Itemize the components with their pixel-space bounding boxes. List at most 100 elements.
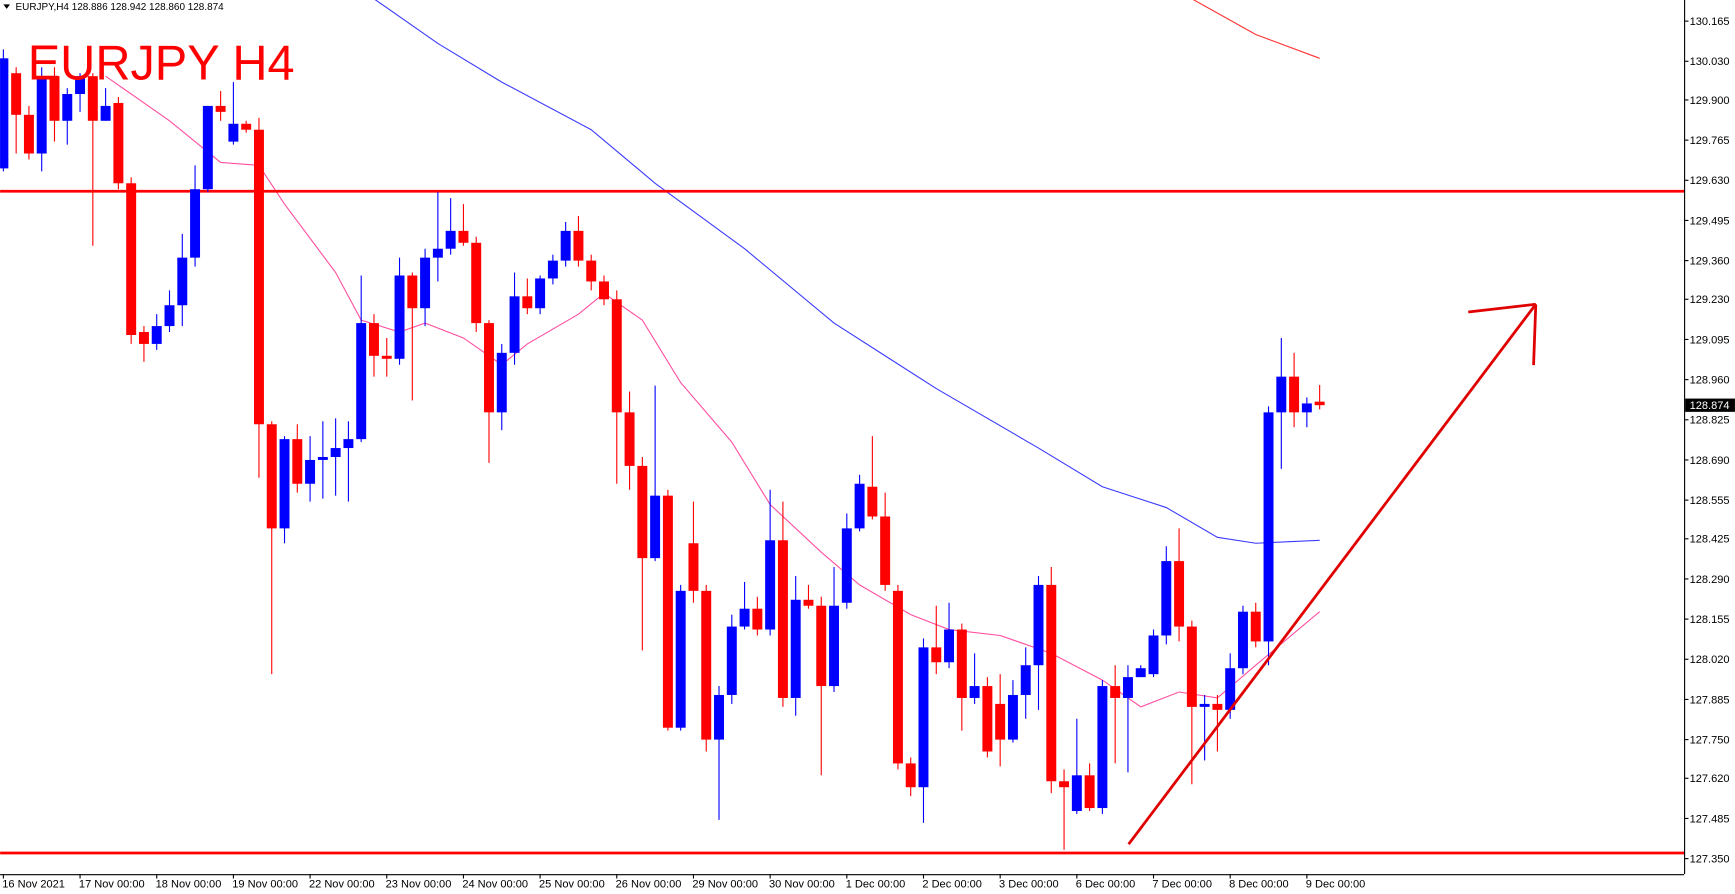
y-tick-label: 128.425 xyxy=(1690,534,1730,546)
trend-arrow-head xyxy=(1532,304,1538,366)
x-tick-label: 30 Nov 00:00 xyxy=(769,878,835,890)
candle-body xyxy=(739,608,750,627)
candle-body xyxy=(931,647,942,663)
candle-body xyxy=(164,305,175,327)
candle-body xyxy=(1110,686,1121,698)
candle-body xyxy=(892,590,903,764)
x-tick-label: 19 Nov 00:00 xyxy=(232,878,298,890)
candle-body xyxy=(880,516,891,585)
candle-body xyxy=(726,626,737,695)
candle-body xyxy=(62,94,73,121)
x-tick-label: 22 Nov 00:00 xyxy=(309,878,375,890)
y-tick-label: 128.290 xyxy=(1690,574,1730,586)
x-tick-label: 2 Dec 00:00 xyxy=(922,878,982,890)
candle-body xyxy=(560,230,571,261)
candle-body xyxy=(624,412,635,466)
y-tick-label: 128.155 xyxy=(1690,614,1730,626)
y-tick-label: 129.495 xyxy=(1690,215,1730,227)
candle-body xyxy=(765,540,776,630)
candle-body xyxy=(11,73,22,115)
candle-body xyxy=(420,257,431,309)
candle-body xyxy=(1046,584,1057,782)
candle-body xyxy=(381,355,392,359)
x-tick-label: 8 Dec 00:00 xyxy=(1229,878,1289,890)
candle-body xyxy=(445,230,456,249)
x-tick-label: 9 Dec 00:00 xyxy=(1306,878,1366,890)
y-tick-label: 127.885 xyxy=(1690,694,1730,706)
candle-body xyxy=(394,275,405,359)
candle-body xyxy=(305,459,316,484)
candle-body xyxy=(87,76,98,121)
current-price-label: 128.874 xyxy=(1690,400,1730,412)
candle-body xyxy=(714,694,724,740)
y-tick-label: 130.030 xyxy=(1690,56,1730,68)
candle-body xyxy=(368,323,379,356)
y-tick-label: 128.020 xyxy=(1690,654,1730,666)
x-tick-label: 25 Nov 00:00 xyxy=(539,878,605,890)
moving-average xyxy=(374,0,1320,544)
chart-title: EURJPY H4 xyxy=(28,37,295,91)
x-tick-label: 6 Dec 00:00 xyxy=(1076,878,1136,890)
candle-body xyxy=(1314,401,1325,406)
candle-body xyxy=(509,296,520,353)
candle-body xyxy=(1225,668,1236,710)
candle-body xyxy=(1212,703,1223,710)
candle-body xyxy=(1263,412,1274,642)
y-tick-label: 127.485 xyxy=(1690,813,1730,825)
candle-body xyxy=(75,76,86,95)
candle-body xyxy=(343,439,354,449)
x-tick-label: 1 Dec 00:00 xyxy=(846,878,906,890)
x-tick-label: 3 Dec 00:00 xyxy=(999,878,1059,890)
candle-body xyxy=(471,242,482,324)
candle-body xyxy=(1122,677,1133,698)
candle-body xyxy=(177,257,188,306)
candle-body xyxy=(138,332,149,344)
candle-body xyxy=(49,76,60,121)
candle-body xyxy=(215,105,226,112)
candle-body xyxy=(854,483,865,529)
candle-body xyxy=(241,123,252,130)
candle-body xyxy=(484,323,494,413)
candle-body xyxy=(190,189,201,258)
x-tick-label: 29 Nov 00:00 xyxy=(692,878,758,890)
y-tick-label: 127.750 xyxy=(1690,734,1730,746)
y-tick-label: 130.165 xyxy=(1690,16,1730,28)
x-tick-label: 24 Nov 00:00 xyxy=(462,878,528,890)
candle-body xyxy=(522,296,533,309)
candle-body xyxy=(1033,584,1044,666)
chart-header: EURJPY,H4 128.886 128.942 128.860 128.87… xyxy=(16,2,225,13)
trend-arrow-head xyxy=(1468,302,1536,314)
moving-average xyxy=(1192,0,1320,59)
trend-arrow-shaft xyxy=(1127,303,1537,846)
candle-body xyxy=(496,352,507,413)
candle-body xyxy=(1186,626,1197,707)
candle-body xyxy=(688,543,699,591)
x-tick-label: 17 Nov 00:00 xyxy=(79,878,145,890)
candle-body xyxy=(803,599,814,606)
candle-body xyxy=(662,495,673,728)
y-tick-label: 129.900 xyxy=(1690,95,1730,107)
candle-body xyxy=(1084,775,1095,809)
x-tick-label: 23 Nov 00:00 xyxy=(386,878,452,890)
candle-body xyxy=(1148,635,1159,675)
candle-body xyxy=(1135,668,1146,678)
candle-body xyxy=(675,590,686,728)
candle-body xyxy=(790,599,801,698)
candle-body xyxy=(701,590,712,740)
current-price-tag xyxy=(1685,398,1735,412)
header-arrow xyxy=(3,4,11,9)
candle-body xyxy=(228,123,239,142)
candle-body xyxy=(279,439,290,529)
candle-body xyxy=(266,424,277,529)
candle-body xyxy=(752,608,763,630)
candle-body xyxy=(330,448,341,457)
candle-body xyxy=(126,183,137,335)
candle-body xyxy=(611,299,622,413)
candle-body xyxy=(1237,611,1248,669)
y-tick-label: 127.620 xyxy=(1690,773,1730,785)
candle-body xyxy=(1161,561,1172,636)
candle-body xyxy=(253,129,264,425)
candle-body xyxy=(841,528,852,603)
candle-body xyxy=(292,439,303,484)
